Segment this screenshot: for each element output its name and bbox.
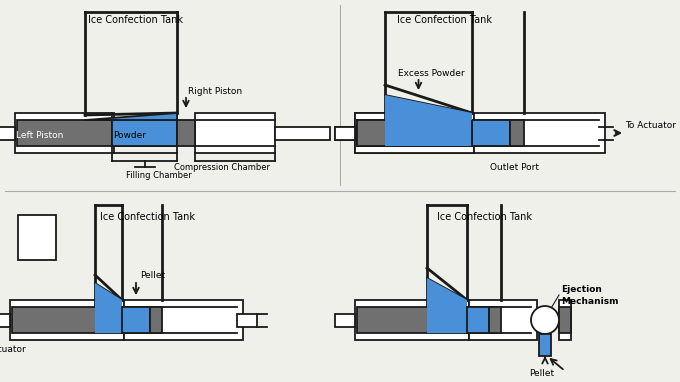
Text: To Actuator: To Actuator [625, 120, 676, 129]
Bar [17, 120, 112, 146]
Bar [539, 334, 551, 356]
Text: Outlet Port: Outlet Port [490, 162, 539, 172]
Bar [335, 126, 355, 139]
Bar [15, 113, 114, 153]
Text: Powder: Powder [114, 131, 146, 141]
Bar [469, 300, 537, 340]
Bar [355, 300, 469, 340]
Text: Ice Confection Tank: Ice Confection Tank [88, 15, 183, 25]
Text: Excess Powder: Excess Powder [398, 68, 465, 78]
Polygon shape [427, 278, 467, 333]
Bar [559, 300, 571, 340]
Bar [510, 120, 524, 146]
Bar [357, 120, 472, 146]
Text: Ice Confection Tank: Ice Confection Tank [437, 212, 532, 222]
Bar [355, 113, 474, 153]
Polygon shape [112, 120, 177, 146]
Bar [275, 126, 330, 139]
Bar [10, 300, 124, 340]
Text: Pellet: Pellet [140, 272, 165, 280]
Bar [18, 215, 56, 260]
Bar [177, 120, 195, 146]
Bar [0, 126, 15, 139]
Bar [335, 126, 355, 139]
Text: Actuator: Actuator [0, 345, 27, 354]
Bar [474, 113, 605, 153]
Bar [150, 307, 162, 333]
Text: Ice Confection Tank: Ice Confection Tank [397, 15, 492, 25]
Polygon shape [95, 283, 122, 333]
Bar [195, 113, 275, 153]
Bar [472, 120, 510, 146]
Bar [12, 307, 122, 333]
Bar [357, 307, 467, 333]
Bar [335, 314, 355, 327]
Bar [559, 307, 571, 333]
Text: Ice Confection Tank: Ice Confection Tank [100, 212, 195, 222]
Bar [467, 307, 489, 333]
Text: Filling Chamber: Filling Chamber [126, 170, 192, 180]
Polygon shape [385, 95, 472, 146]
Text: Mechanism: Mechanism [561, 296, 619, 306]
Circle shape [531, 306, 559, 334]
Text: g: g [41, 225, 47, 235]
Text: Left Piston: Left Piston [16, 131, 64, 141]
Bar [124, 300, 243, 340]
Text: Ejection: Ejection [561, 285, 602, 295]
Bar [237, 314, 257, 327]
Bar [355, 113, 474, 153]
Bar [357, 120, 472, 146]
Bar [489, 307, 501, 333]
Polygon shape [85, 113, 177, 120]
Text: Compression Chamber: Compression Chamber [174, 163, 270, 173]
Bar [0, 314, 10, 327]
Text: Right Piston: Right Piston [188, 86, 242, 96]
Text: Pellet: Pellet [529, 369, 554, 379]
Bar [122, 307, 150, 333]
